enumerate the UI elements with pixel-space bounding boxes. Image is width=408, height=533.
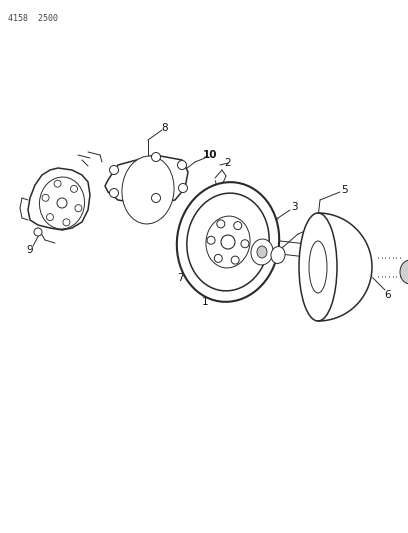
Circle shape — [221, 235, 235, 249]
Circle shape — [109, 166, 118, 174]
Text: 3: 3 — [290, 202, 297, 212]
Circle shape — [47, 214, 53, 221]
Ellipse shape — [187, 193, 269, 291]
Ellipse shape — [40, 177, 84, 229]
Circle shape — [179, 183, 188, 192]
Ellipse shape — [177, 182, 279, 302]
Ellipse shape — [206, 216, 250, 268]
Text: 1: 1 — [202, 297, 208, 307]
Polygon shape — [105, 155, 188, 205]
Ellipse shape — [271, 247, 285, 263]
Text: 6: 6 — [385, 290, 391, 300]
Polygon shape — [28, 168, 90, 230]
Ellipse shape — [299, 213, 337, 321]
Circle shape — [151, 193, 160, 203]
Text: 2: 2 — [225, 158, 231, 168]
Circle shape — [54, 180, 61, 187]
Text: 9: 9 — [27, 245, 33, 255]
Circle shape — [57, 198, 67, 208]
Circle shape — [42, 195, 49, 201]
Text: 4158  2500: 4158 2500 — [8, 14, 58, 23]
Ellipse shape — [309, 241, 327, 293]
Circle shape — [214, 254, 222, 262]
Text: 4: 4 — [313, 220, 319, 230]
Circle shape — [217, 220, 225, 228]
Ellipse shape — [122, 156, 174, 224]
Text: 10: 10 — [203, 150, 217, 160]
Circle shape — [177, 160, 186, 169]
Text: 8: 8 — [162, 123, 169, 133]
Text: 7: 7 — [177, 273, 183, 283]
Ellipse shape — [251, 239, 273, 265]
Circle shape — [34, 228, 42, 236]
Circle shape — [234, 222, 242, 230]
Ellipse shape — [400, 260, 408, 284]
Circle shape — [151, 152, 160, 161]
Circle shape — [109, 189, 118, 198]
Circle shape — [71, 185, 78, 192]
Ellipse shape — [257, 246, 267, 258]
Circle shape — [231, 256, 239, 264]
Circle shape — [241, 240, 249, 248]
Circle shape — [63, 219, 70, 226]
Circle shape — [75, 205, 82, 212]
Circle shape — [207, 236, 215, 244]
Text: 5: 5 — [341, 185, 347, 195]
